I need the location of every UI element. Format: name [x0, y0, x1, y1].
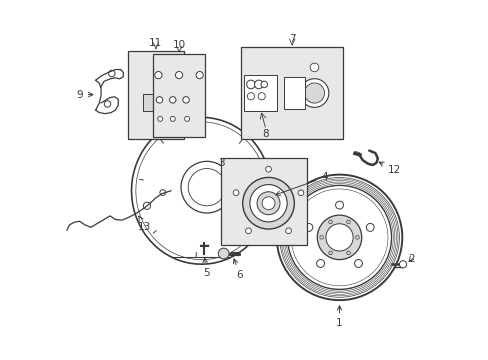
- Text: 13: 13: [138, 216, 151, 231]
- Text: 1: 1: [336, 306, 342, 328]
- Bar: [283, 77, 305, 109]
- Circle shape: [181, 161, 232, 213]
- Circle shape: [354, 260, 362, 267]
- Circle shape: [246, 80, 255, 89]
- Circle shape: [399, 261, 406, 268]
- Circle shape: [316, 260, 324, 267]
- Circle shape: [175, 72, 182, 79]
- Text: 7: 7: [288, 34, 295, 44]
- Circle shape: [170, 116, 175, 121]
- Circle shape: [265, 166, 271, 172]
- Circle shape: [242, 177, 294, 229]
- Circle shape: [305, 224, 312, 231]
- Text: 11: 11: [149, 38, 162, 48]
- Circle shape: [366, 224, 373, 231]
- Circle shape: [335, 201, 343, 209]
- Text: 5: 5: [203, 258, 209, 278]
- Circle shape: [155, 72, 162, 79]
- Circle shape: [262, 197, 274, 210]
- Circle shape: [104, 101, 110, 107]
- Circle shape: [160, 190, 165, 195]
- Bar: [128, 51, 183, 139]
- Text: 6: 6: [233, 259, 243, 280]
- Circle shape: [258, 93, 265, 100]
- Circle shape: [183, 96, 189, 103]
- Circle shape: [304, 83, 324, 103]
- Bar: [153, 54, 204, 137]
- Circle shape: [309, 63, 318, 72]
- Circle shape: [325, 224, 352, 251]
- Text: 3: 3: [218, 158, 224, 168]
- Circle shape: [143, 202, 150, 210]
- Circle shape: [184, 116, 189, 121]
- Circle shape: [249, 185, 286, 222]
- Circle shape: [196, 72, 203, 79]
- Text: 2: 2: [407, 254, 414, 264]
- Bar: [158, 94, 169, 108]
- Circle shape: [218, 248, 228, 259]
- Bar: [244, 76, 276, 111]
- Text: 4: 4: [275, 172, 327, 195]
- Circle shape: [169, 96, 176, 103]
- Circle shape: [245, 228, 251, 234]
- Circle shape: [261, 81, 267, 87]
- Circle shape: [158, 116, 163, 121]
- Bar: [142, 94, 155, 111]
- Circle shape: [108, 70, 115, 77]
- Text: 9: 9: [76, 90, 93, 100]
- Text: 10: 10: [172, 40, 185, 50]
- Circle shape: [257, 192, 280, 215]
- Circle shape: [298, 190, 303, 195]
- Circle shape: [254, 80, 263, 89]
- Bar: [241, 47, 343, 139]
- Circle shape: [285, 228, 291, 234]
- Circle shape: [247, 93, 254, 100]
- Bar: [221, 158, 306, 244]
- Text: 8: 8: [262, 129, 269, 139]
- Circle shape: [156, 96, 163, 103]
- Circle shape: [300, 79, 328, 107]
- Circle shape: [317, 215, 361, 260]
- Text: 12: 12: [378, 162, 400, 175]
- Circle shape: [233, 190, 239, 195]
